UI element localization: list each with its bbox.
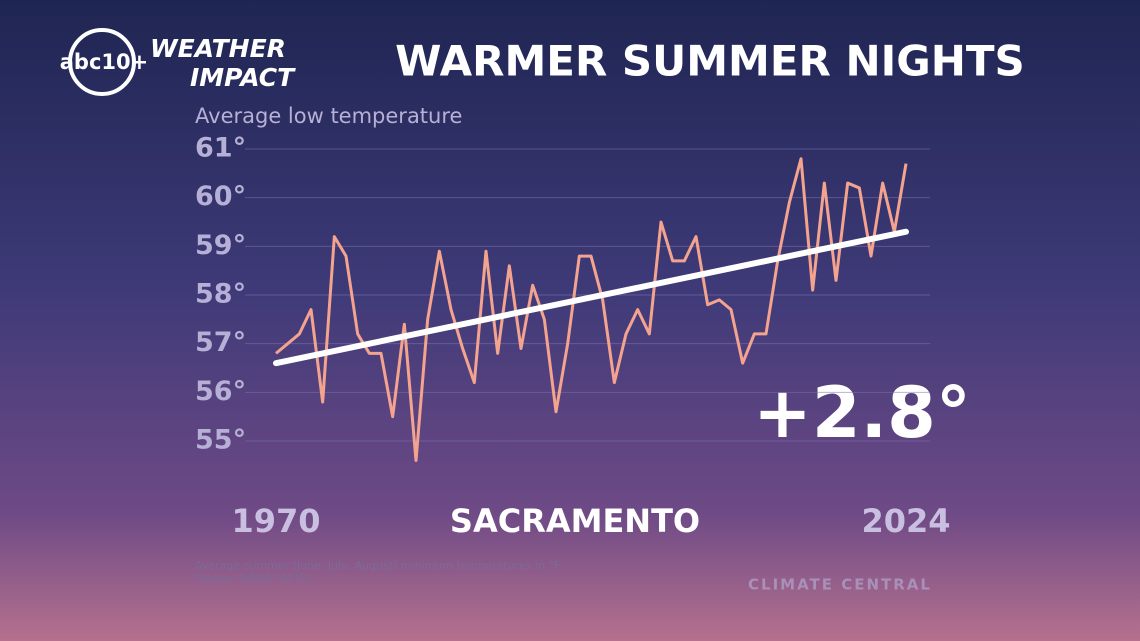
credit: CLIMATE CENTRAL xyxy=(748,576,932,594)
trend-line xyxy=(273,228,909,367)
y-tick-label: 56° xyxy=(195,376,246,407)
footnote: Average summer (June, July, August) mini… xyxy=(195,559,560,572)
y-tick-label: 61° xyxy=(195,133,246,164)
x-tick-label: 1970 xyxy=(231,502,320,540)
y-tick-label: 55° xyxy=(195,425,246,456)
y-axis-label: Average low temperature xyxy=(195,104,462,128)
logo-line2: IMPACT xyxy=(190,63,296,92)
y-tick-label: 60° xyxy=(195,181,246,212)
y-tick-label: 59° xyxy=(195,230,246,261)
logo-circle xyxy=(68,28,136,96)
data-line xyxy=(275,157,908,462)
source: Source: NOAA (ACIS) xyxy=(195,572,309,585)
chart-title: WARMER SUMMER NIGHTS xyxy=(395,37,1025,86)
y-tick-label: 57° xyxy=(195,327,246,358)
annotation: +2.8° xyxy=(753,372,971,454)
y-tick-label: 58° xyxy=(195,279,246,310)
logo-station: abc10+ xyxy=(60,50,148,74)
x-tick-label: 2024 xyxy=(861,502,950,540)
location: SACRAMENTO xyxy=(450,502,700,540)
logo-line1: WEATHER xyxy=(150,34,286,63)
